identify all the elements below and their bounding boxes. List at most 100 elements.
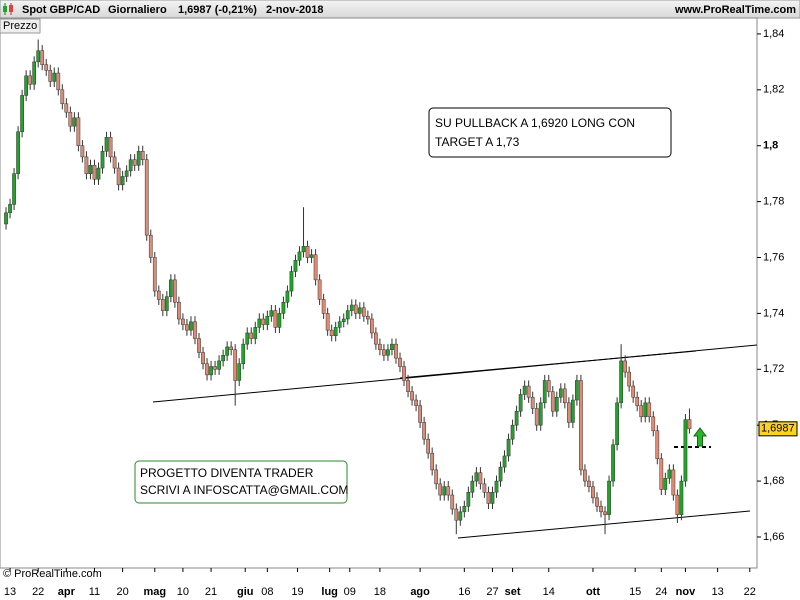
candle-body (197, 338, 201, 353)
candle-body (12, 173, 16, 205)
x-tick-label: 10 (177, 586, 189, 598)
candles (4, 39, 692, 535)
candle-body (148, 234, 153, 258)
candle-body (297, 251, 302, 261)
candle-body (627, 371, 632, 387)
x-tick-label: 21 (205, 586, 217, 598)
candle-body (546, 380, 551, 392)
candle-body (615, 402, 619, 446)
candle-body (647, 402, 652, 418)
candle-body (241, 343, 246, 364)
x-tick-label: mag (143, 586, 166, 598)
candle-body (458, 511, 463, 521)
x-tick-label: 09 (344, 586, 356, 598)
candle-body (20, 95, 24, 132)
candle-body (321, 299, 326, 314)
candle-body (554, 396, 559, 412)
candle-body (361, 307, 366, 317)
candle-body (120, 176, 125, 186)
candle-body (651, 416, 656, 432)
y-tick-label: 1,74 (763, 307, 784, 319)
candle-body (8, 204, 12, 214)
candle-body (526, 385, 531, 398)
candle-body (333, 327, 338, 337)
candle-body (209, 366, 213, 376)
candle-body (639, 405, 644, 418)
candle-body (96, 167, 101, 180)
x-tick-label: giu (237, 586, 254, 598)
candle-body (305, 246, 310, 258)
candle-body (265, 315, 270, 325)
candle-body (40, 50, 45, 65)
candle-body (486, 492, 491, 504)
candle-body (619, 360, 623, 404)
candle-body (382, 349, 386, 356)
candle-body (181, 318, 185, 325)
candle-body (24, 75, 28, 96)
x-tick-label: 16 (458, 586, 470, 598)
candle-body (80, 145, 85, 158)
candle-body (482, 483, 487, 493)
candle-body (313, 254, 318, 281)
candle-body (173, 279, 177, 303)
candle-body (337, 321, 342, 328)
candle-body (253, 327, 258, 339)
candle-body (466, 492, 471, 507)
candle-body (671, 469, 676, 496)
candle-body (390, 343, 394, 350)
candle-body (430, 452, 435, 471)
candle-body (233, 349, 238, 381)
candle-body (301, 246, 306, 253)
candle-body (144, 159, 149, 236)
x-tick-label: 19 (291, 586, 303, 598)
candle-body (76, 117, 81, 146)
candle-body (28, 75, 33, 85)
x-tick-label: lug (321, 586, 338, 598)
candle-body (64, 103, 69, 113)
x-tick-label: 13 (4, 586, 16, 598)
candle-body (88, 165, 93, 174)
buy-arrow (693, 427, 707, 447)
x-tick-label: 24 (655, 586, 667, 598)
candle-body (506, 438, 511, 457)
candle-body (349, 304, 354, 311)
annotation: SCRIVI A INFOSCATTA@GMAIL.COM (140, 483, 348, 497)
candle-body (438, 483, 443, 496)
candle-body (16, 131, 20, 174)
x-tick-label: apr (58, 586, 76, 598)
annotation-box (134, 460, 348, 504)
site: www.ProRealTime.com (674, 4, 796, 16)
annotation: TARGET A 1,73 (435, 135, 520, 149)
trendline (457, 510, 751, 539)
candle-body (374, 332, 378, 345)
annotation-box (428, 107, 672, 158)
candle-body (426, 438, 430, 454)
candle-body (490, 492, 495, 504)
candle-body (659, 458, 664, 490)
candle-body (289, 271, 294, 292)
candle-body (518, 394, 523, 412)
period: Giornaliero (108, 4, 167, 16)
candle-body (406, 380, 410, 392)
candle-body (579, 380, 583, 471)
x-tick-label: ago (410, 586, 430, 598)
candle-body (402, 366, 406, 381)
candle-body (683, 419, 688, 482)
candle-body (446, 486, 451, 496)
candle-body (72, 117, 77, 127)
candle-body (370, 318, 374, 334)
candle-body (293, 260, 298, 272)
price-tag: 1,6987 (761, 423, 795, 435)
candle-body (357, 307, 362, 314)
x-tick-label: 27 (486, 586, 498, 598)
candle-body (603, 511, 607, 515)
candle-body (550, 391, 555, 412)
candle-body (189, 321, 193, 331)
candle-body (136, 151, 141, 166)
candle-body (571, 399, 575, 423)
candle-body (655, 430, 660, 459)
candle-body (213, 366, 217, 370)
candle-body (514, 410, 519, 426)
y-tick-label: 1,66 (763, 531, 784, 543)
